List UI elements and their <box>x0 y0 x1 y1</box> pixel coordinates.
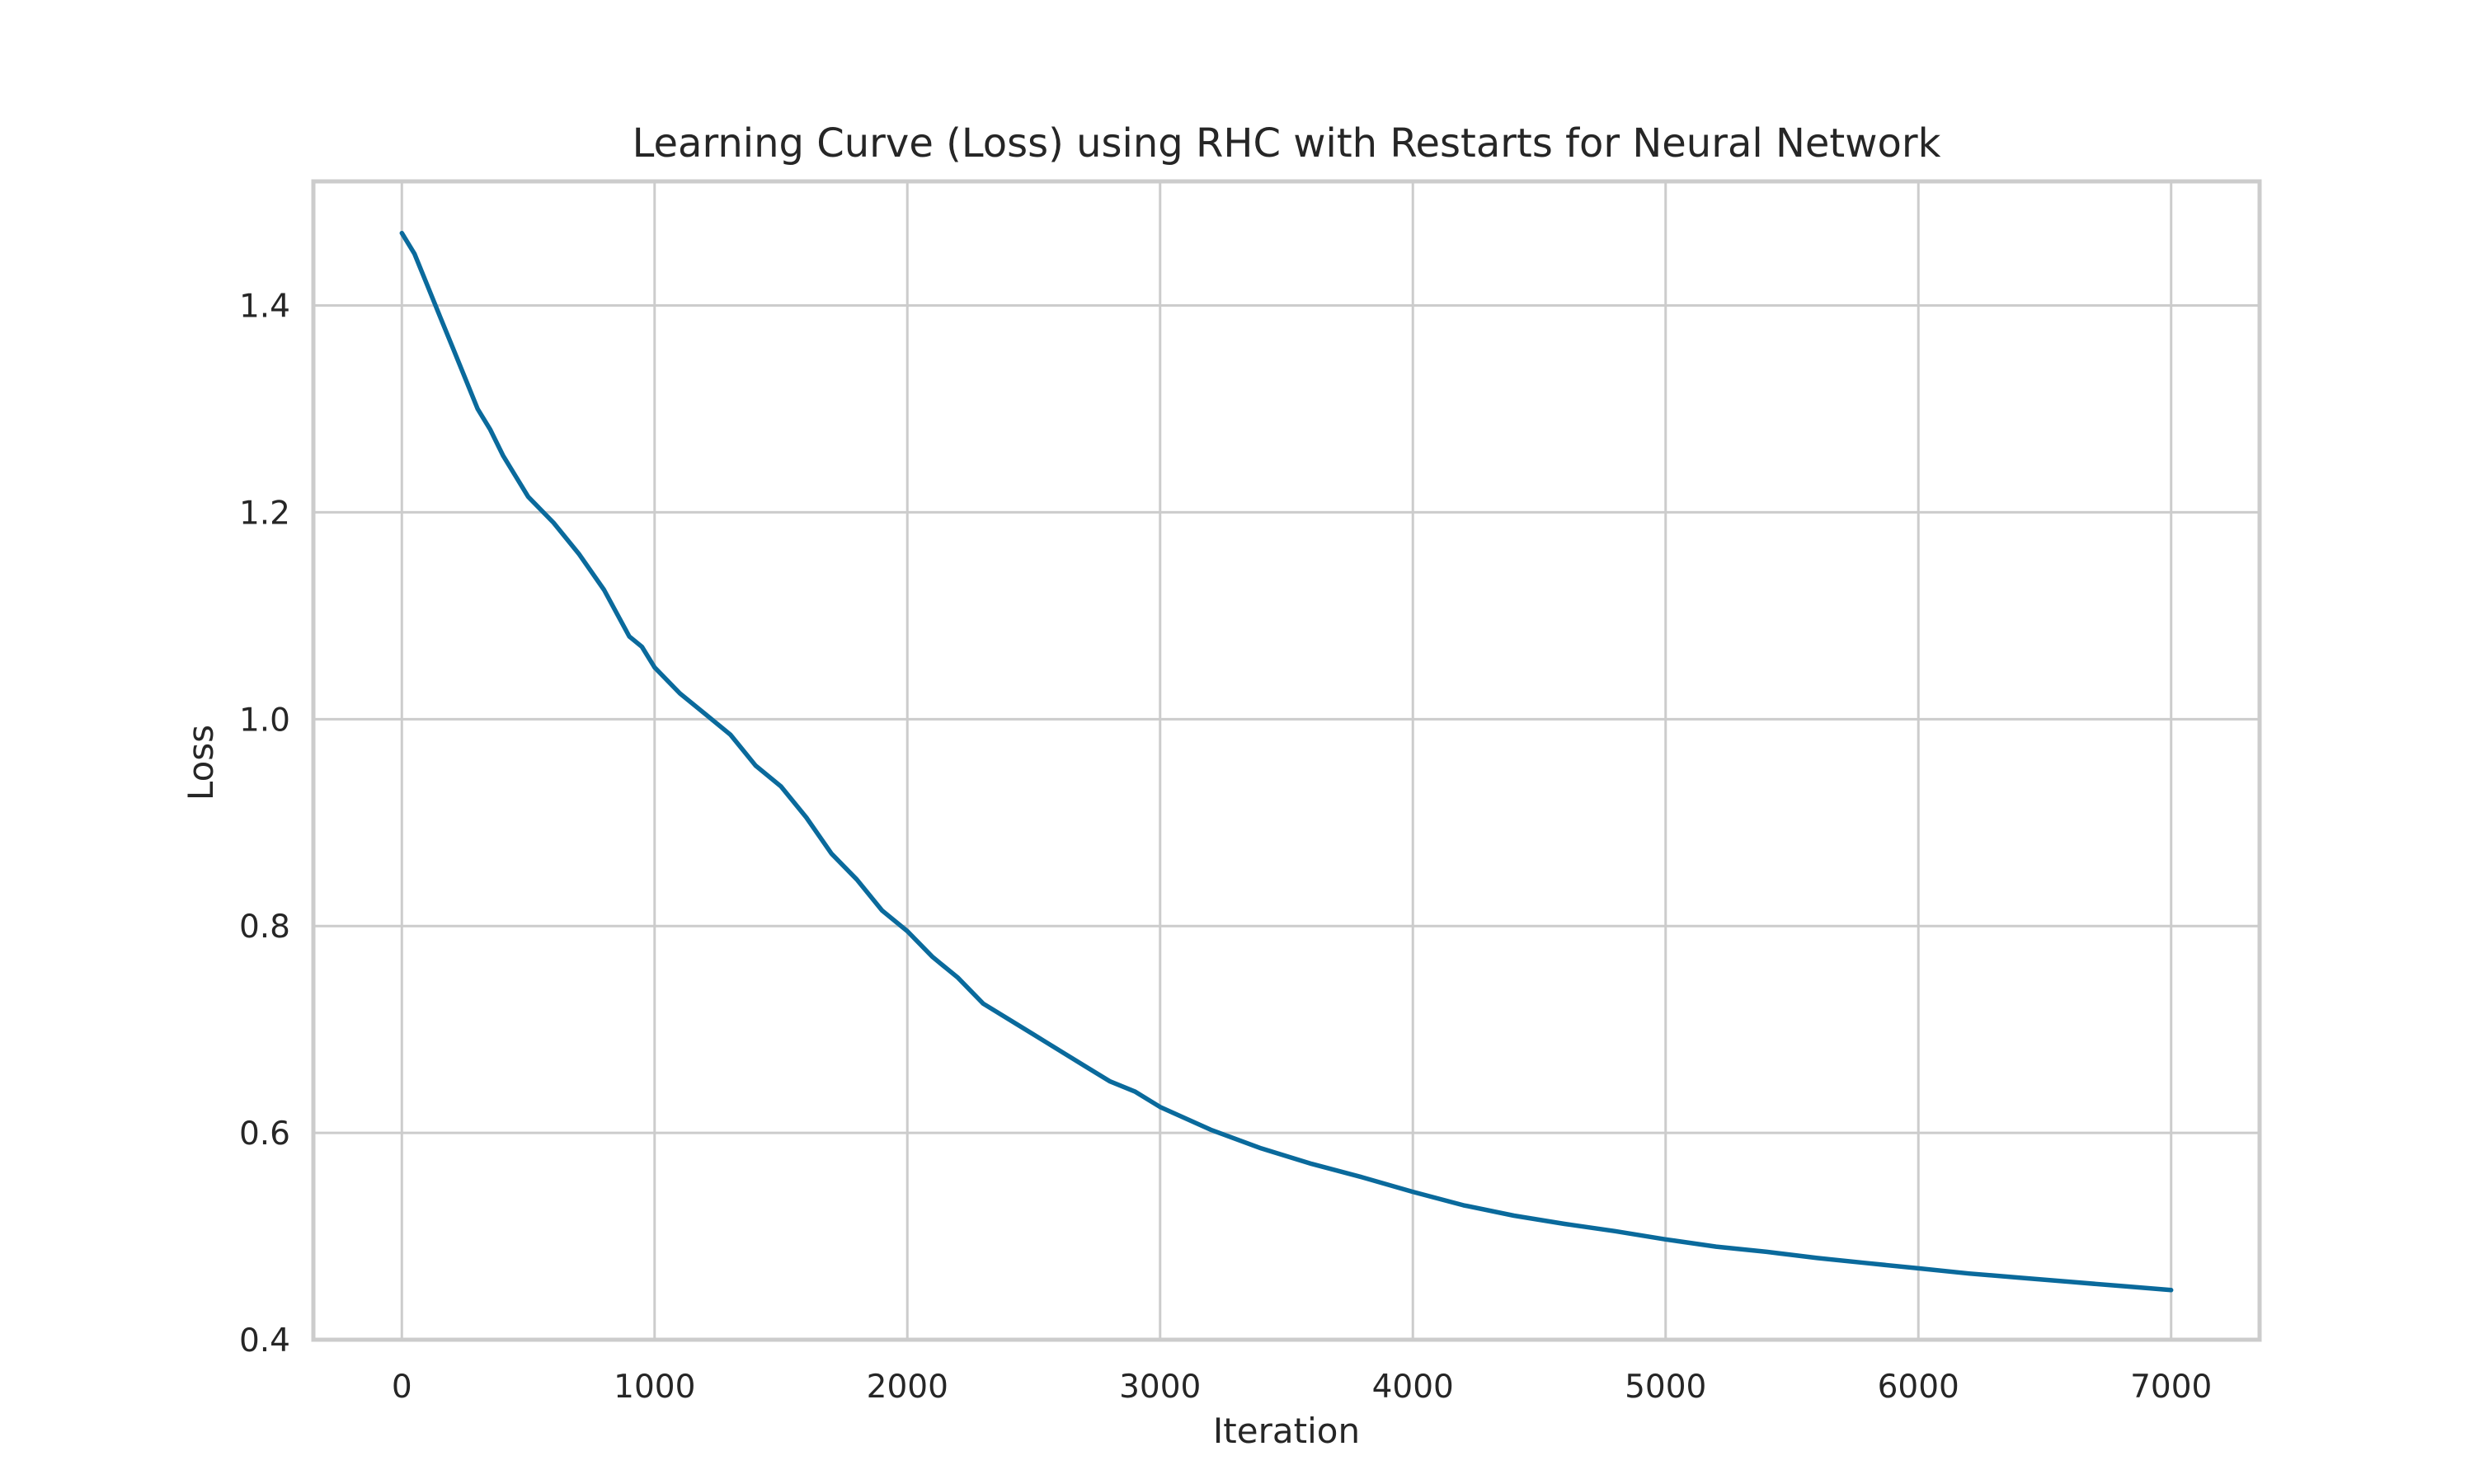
y-tick-label: 1.0 <box>239 702 290 739</box>
x-tick-label: 0 <box>392 1369 412 1406</box>
plot-frame <box>311 179 2262 1342</box>
x-tick-label: 7000 <box>2130 1369 2212 1406</box>
y-axis-label: Loss <box>181 725 221 801</box>
y-tick-label: 0.6 <box>239 1115 290 1153</box>
x-tick-label: 5000 <box>1625 1369 1706 1406</box>
x-tick-label: 4000 <box>1372 1369 1454 1406</box>
x-tick-labels: 0 1000 2000 3000 4000 5000 6000 7000 <box>392 1369 2213 1406</box>
series-layer <box>399 230 2174 1293</box>
x-axis-label: Iteration <box>1213 1411 1360 1451</box>
x-tick-label: 6000 <box>1878 1369 1959 1406</box>
y-tick-label: 1.2 <box>239 495 290 532</box>
chart-title: Learning Curve (Loss) using RHC with Res… <box>633 120 1941 167</box>
x-tick-label: 3000 <box>1119 1369 1201 1406</box>
x-tick-label: 2000 <box>867 1369 948 1406</box>
y-tick-label: 0.8 <box>239 909 290 946</box>
y-tick-label: 1.4 <box>239 289 290 326</box>
y-tick-label: 0.4 <box>239 1322 290 1360</box>
loss-series-line <box>399 230 2174 1293</box>
x-tick-label: 1000 <box>614 1369 695 1406</box>
y-tick-labels: 0.4 0.6 0.8 1.0 1.2 1.4 <box>239 289 290 1360</box>
grid-lines <box>313 181 2260 1341</box>
